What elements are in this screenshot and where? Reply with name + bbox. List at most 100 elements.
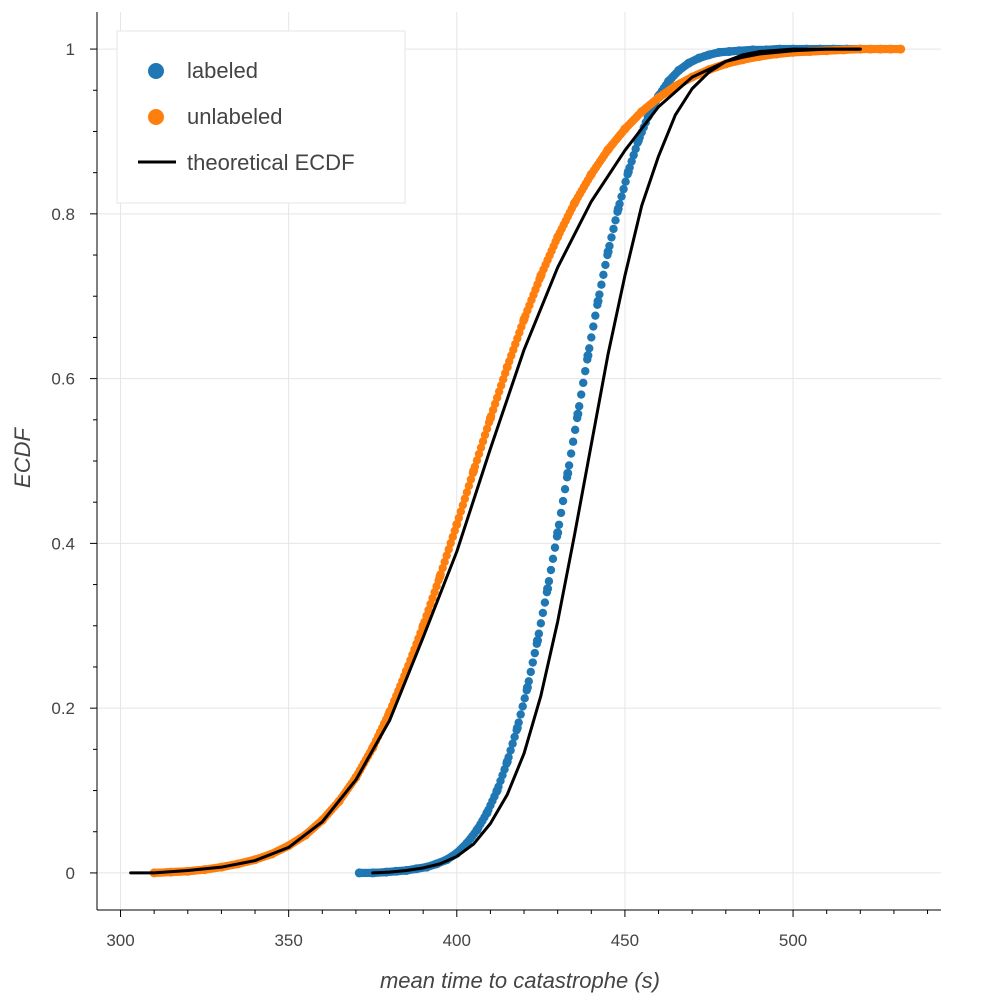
point-unlabeled-sample-17: [435, 571, 445, 581]
point-labeled-101: [558, 496, 568, 506]
theoretical-ecdf-line-3: [371, 47, 862, 875]
point-labeled-sample-33: [694, 53, 704, 63]
point-labeled-122: [601, 260, 610, 270]
point-labeled-115: [587, 333, 596, 342]
legend-labeled-marker: [148, 63, 164, 79]
point-unlabeled-153: [458, 500, 468, 510]
point-labeled-120: [597, 280, 606, 289]
y-tick-label-0: 0: [66, 864, 75, 883]
point-labeled-86: [528, 658, 537, 667]
point-unlabeled-sample-25: [569, 198, 579, 208]
point-labeled-99: [554, 520, 564, 529]
point-unlabeled-sample-20: [485, 413, 495, 423]
point-unlabeled-165: [482, 424, 492, 433]
point-labeled-sample-0: [354, 868, 364, 878]
point-unlabeled-sample-18: [452, 519, 462, 529]
point-unlabeled-156: [464, 481, 474, 491]
point-unlabeled-sample-29: [637, 107, 647, 117]
data-layer: [129, 44, 906, 878]
point-labeled-90: [536, 619, 546, 628]
point-unlabeled-164: [480, 430, 490, 440]
point-labeled-sample-16: [522, 683, 532, 693]
point-unlabeled-160: [472, 456, 482, 465]
point-labeled-sample-20: [563, 468, 573, 478]
legend-unlabeled-marker: [148, 109, 164, 125]
point-unlabeled-sample-21: [502, 362, 512, 372]
x-tick-label-2: 400: [443, 931, 471, 950]
y-tick-label-4: 0.8: [51, 205, 75, 224]
legend-unlabeled-label: unlabeled: [187, 104, 282, 129]
point-labeled-sample-25: [613, 204, 623, 214]
point-labeled-sample-24: [603, 247, 613, 257]
point-unlabeled-sample-28: [620, 124, 630, 134]
point-labeled-81: [518, 702, 527, 711]
point-labeled-127: [611, 216, 620, 225]
point-labeled-121: [599, 270, 608, 280]
point-labeled-107: [570, 425, 580, 435]
y-tick-label-2: 0.4: [51, 534, 75, 553]
point-unlabeled-161: [474, 449, 484, 459]
point-labeled-102: [560, 484, 570, 494]
point-labeled-106: [568, 437, 578, 446]
point-unlabeled-157: [466, 475, 476, 484]
series-labeled-points: [354, 44, 865, 878]
point-labeled-111: [579, 378, 588, 388]
point-unlabeled-154: [460, 494, 470, 503]
point-unlabeled-163: [478, 437, 488, 446]
y-tick-label-5: 1: [66, 40, 75, 59]
point-labeled-96: [548, 554, 558, 564]
legend-box: [116, 30, 406, 204]
point-unlabeled-sample-30: [654, 93, 664, 103]
point-unlabeled-sample-46: [896, 44, 906, 54]
point-labeled-sample-37: [734, 46, 744, 56]
point-labeled-126: [609, 224, 618, 234]
point-labeled-125: [607, 233, 616, 242]
point-labeled-sample-19: [553, 528, 563, 538]
point-labeled-sample-30: [664, 76, 674, 86]
point-labeled-sample-34: [704, 50, 714, 60]
x-tick-label-3: 450: [611, 931, 639, 950]
point-unlabeled-162: [476, 443, 486, 452]
point-labeled-117: [591, 311, 600, 320]
point-labeled-75: [506, 746, 515, 755]
point-labeled-131: [619, 184, 628, 194]
point-unlabeled-sample-44: [875, 44, 885, 54]
point-labeled-97: [550, 543, 560, 552]
point-labeled-sample-12: [482, 808, 492, 818]
x-tick-label-0: 300: [106, 931, 134, 950]
legend-labeled-label: labeled: [187, 58, 258, 83]
point-labeled-91: [538, 608, 548, 618]
point-unlabeled-sample-23: [536, 271, 546, 281]
point-labeled-87: [530, 648, 540, 658]
point-labeled-sample-17: [532, 636, 542, 646]
x-axis-label: mean time to catastrophe (s): [380, 968, 660, 993]
axis-layer: 300 350 400 450 500 0 0.2 0.4 0.6 0.8 1: [51, 12, 941, 950]
point-labeled-110: [577, 390, 586, 399]
point-labeled-sample-26: [623, 167, 633, 177]
x-tick-label-4: 500: [779, 931, 807, 950]
point-labeled-89: [534, 629, 544, 638]
point-labeled-104: [564, 461, 574, 470]
x-tick-label-1: 350: [274, 931, 302, 950]
point-labeled-114: [585, 344, 594, 353]
point-labeled-94: [544, 577, 554, 586]
point-labeled-sample-36: [724, 47, 734, 57]
legend-theoretical-label: theoretical ECDF: [187, 150, 355, 175]
point-unlabeled-sample-19: [469, 466, 479, 476]
point-labeled-sample-10: [462, 838, 472, 848]
point-labeled-112: [581, 366, 590, 376]
point-labeled-105: [566, 449, 576, 458]
point-labeled-100: [556, 508, 566, 518]
point-labeled-sample-22: [583, 351, 593, 361]
point-labeled-sample-15: [512, 723, 522, 733]
point-labeled-sample-31: [674, 65, 684, 75]
theoretical-ecdf-line-2: [129, 47, 862, 875]
point-unlabeled-sample-27: [603, 145, 613, 155]
point-unlabeled-155: [462, 488, 472, 497]
legend: labeled unlabeled theoretical ECDF: [116, 30, 406, 204]
point-labeled-130: [617, 192, 626, 201]
point-labeled-sample-32: [684, 58, 694, 68]
point-labeled-82: [520, 694, 529, 703]
